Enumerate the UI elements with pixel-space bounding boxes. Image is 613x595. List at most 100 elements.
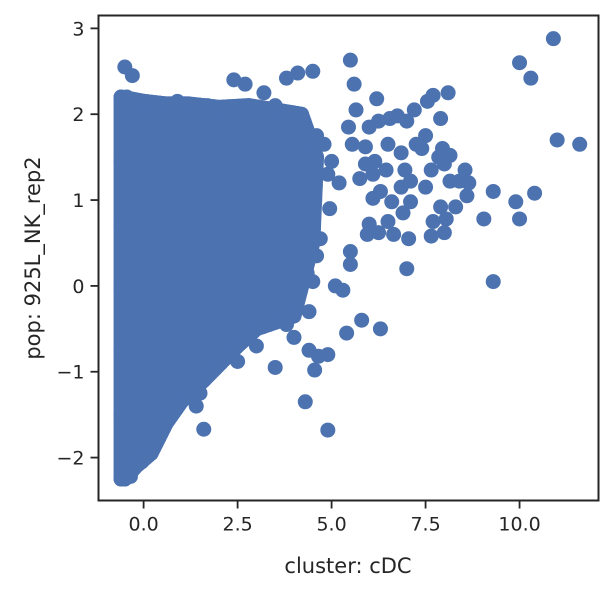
data-point (369, 91, 385, 107)
x-axis-label: cluster: cDC (284, 554, 411, 578)
dense-edge-point (307, 192, 323, 208)
y-tick-label: 1 (72, 190, 84, 212)
data-point (386, 226, 402, 242)
data-point (393, 179, 409, 195)
data-point (508, 194, 524, 210)
data-point (260, 286, 276, 302)
data-point (423, 228, 439, 244)
data-point (357, 139, 373, 155)
data-point (297, 394, 313, 410)
data-point (433, 199, 449, 215)
data-point (322, 201, 338, 217)
data-point (139, 424, 155, 440)
data-point (324, 153, 340, 169)
data-point (230, 353, 246, 369)
data-point (192, 385, 208, 401)
data-point (414, 141, 430, 157)
y-tick-label: 0 (72, 276, 84, 298)
data-point (357, 156, 373, 172)
data-point (169, 398, 185, 414)
x-tick-label: 10.0 (498, 514, 540, 536)
dense-edge-point (113, 407, 129, 423)
data-point (309, 248, 325, 264)
data-point (196, 421, 212, 437)
y-tick-label: −2 (56, 448, 84, 470)
dense-edge-point (309, 149, 325, 165)
data-point (151, 422, 167, 438)
data-point (512, 55, 528, 71)
y-axis-ticks: −2 −1 0 1 2 3 (56, 18, 99, 470)
data-point (401, 231, 417, 247)
data-point (200, 98, 216, 114)
dense-edge-point (289, 296, 305, 312)
data-point (476, 211, 492, 227)
dense-edge-point (113, 280, 129, 296)
data-point (320, 166, 336, 182)
dense-edge-point (307, 178, 323, 194)
data-point (335, 282, 351, 298)
y-tick-label: −1 (56, 362, 84, 384)
data-point (320, 422, 336, 438)
data-point (200, 368, 216, 384)
data-point (331, 175, 347, 191)
data-point (119, 89, 135, 105)
dense-edge-point (113, 344, 129, 360)
data-point (485, 183, 501, 199)
data-point (341, 119, 356, 135)
x-tick-label: 7.5 (410, 514, 440, 536)
data-point (307, 362, 323, 378)
dense-edge-point (308, 163, 324, 179)
data-point (359, 226, 375, 242)
data-point (371, 113, 387, 129)
data-point (549, 132, 565, 148)
data-point (384, 194, 400, 210)
data-point (433, 111, 449, 127)
data-point (275, 299, 291, 315)
data-point (425, 87, 441, 103)
data-point (403, 194, 419, 210)
data-point (290, 65, 306, 81)
data-point (136, 93, 152, 109)
data-point (423, 162, 439, 178)
data-point (348, 102, 364, 118)
dense-edge-point (113, 216, 129, 232)
data-point (342, 244, 358, 260)
data-point (461, 175, 477, 191)
data-point (436, 225, 452, 241)
data-point (316, 136, 332, 152)
data-point (226, 72, 242, 88)
data-point (305, 274, 321, 290)
data-point (248, 338, 264, 354)
data-point (211, 351, 227, 367)
data-point (545, 31, 561, 47)
data-point (151, 411, 167, 427)
data-point (399, 261, 415, 277)
data-point (425, 214, 441, 230)
data-point (278, 70, 294, 86)
data-point (342, 256, 358, 272)
data-point (485, 274, 501, 290)
data-point (267, 359, 283, 375)
data-point (380, 214, 396, 230)
data-point (339, 325, 355, 341)
y-axis-label: pop: 925L_NK_rep2 (21, 156, 46, 359)
data-point (352, 171, 368, 187)
data-point (448, 199, 464, 215)
data-point (365, 190, 381, 206)
data-point (124, 68, 140, 84)
x-axis-ticks: 0.0 2.5 5.0 7.5 10.0 (129, 500, 541, 536)
data-point (512, 211, 528, 227)
data-point (527, 185, 543, 201)
x-tick-label: 0.0 (129, 514, 159, 536)
data-point (237, 76, 253, 92)
data-point (399, 113, 415, 129)
data-point (342, 52, 358, 68)
data-point (397, 162, 413, 178)
data-point (395, 205, 411, 221)
x-tick-label: 2.5 (222, 514, 252, 536)
data-point (372, 321, 388, 337)
data-point (256, 85, 272, 101)
data-point (418, 179, 434, 195)
data-point (438, 211, 454, 227)
